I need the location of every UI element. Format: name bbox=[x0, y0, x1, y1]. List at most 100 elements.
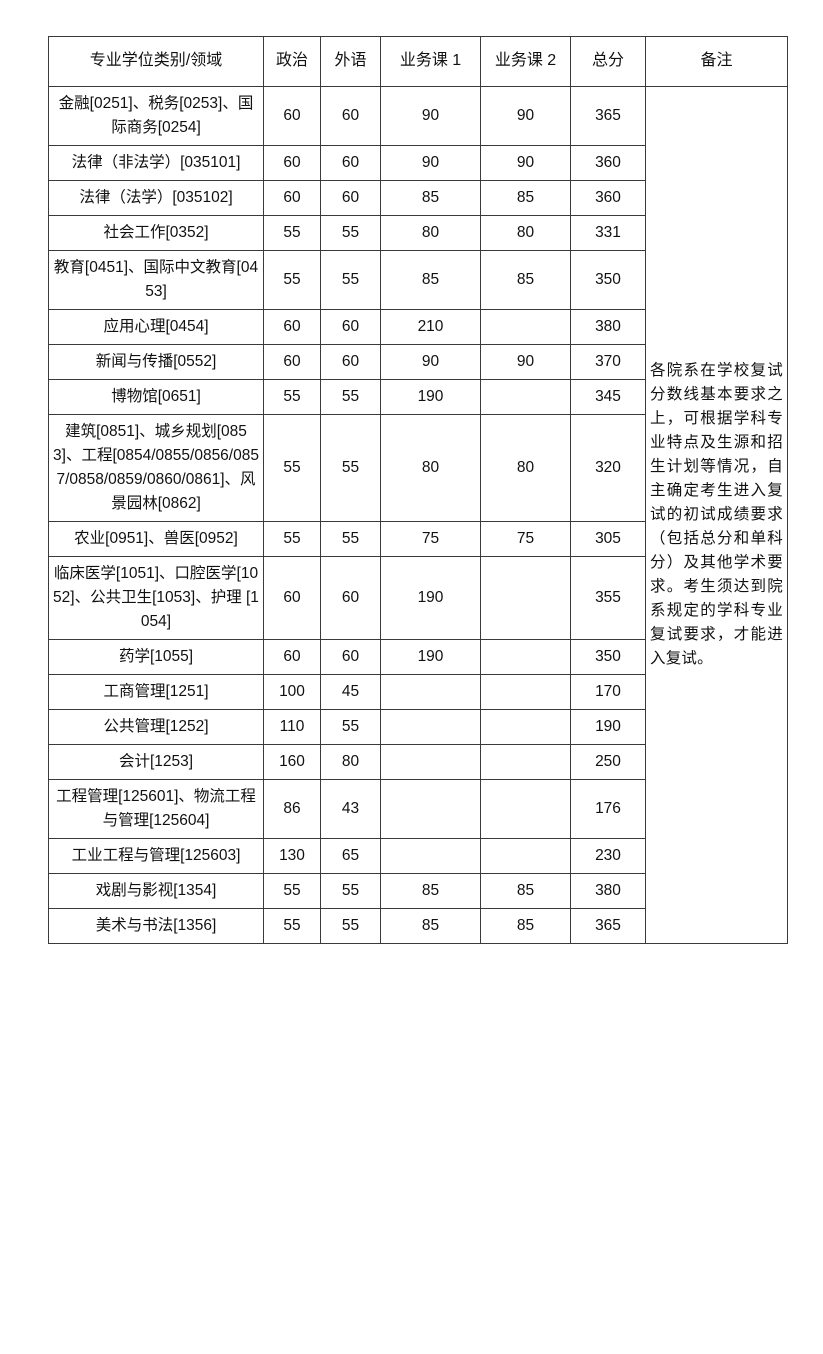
cell-politics: 55 bbox=[263, 214, 321, 251]
cell-prof2 bbox=[480, 556, 571, 641]
cell-prof2 bbox=[480, 308, 571, 345]
cell-major: 工业工程与管理[125603] bbox=[48, 838, 264, 875]
cell-major: 农业[0951]、兽医[0952] bbox=[48, 521, 264, 558]
cell-politics: 160 bbox=[263, 744, 321, 781]
cell-major: 建筑[0851]、城乡规划[0853]、工程[0854/0855/0856/08… bbox=[48, 413, 264, 523]
cell-total: 320 bbox=[570, 413, 646, 523]
column-header-total: 总分 bbox=[570, 36, 646, 87]
cell-prof2 bbox=[480, 779, 571, 840]
cell-foreign: 60 bbox=[320, 144, 381, 181]
cell-total: 250 bbox=[570, 744, 646, 781]
cell-total: 305 bbox=[570, 521, 646, 558]
cell-foreign: 60 bbox=[320, 639, 381, 676]
cell-prof2: 85 bbox=[480, 179, 571, 216]
cell-total: 230 bbox=[570, 838, 646, 875]
cell-foreign: 60 bbox=[320, 343, 381, 380]
cell-major: 戏剧与影视[1354] bbox=[48, 873, 264, 910]
cell-foreign: 43 bbox=[320, 779, 381, 840]
cell-prof1: 85 bbox=[380, 873, 481, 910]
cell-politics: 60 bbox=[263, 556, 321, 641]
table-row: 金融[0251]、税务[0253]、国际商务[0254] 60 60 90 90 365 各… bbox=[48, 85, 788, 945]
cell-major: 法律（非法学）[035101] bbox=[48, 144, 264, 181]
cell-prof1 bbox=[380, 674, 481, 711]
table-row: 工商管理[1251] 100 45 170 bbox=[48, 674, 788, 711]
table-row: 应用心理[0454] 60 60 210 380 bbox=[48, 308, 788, 345]
cell-prof2: 80 bbox=[480, 214, 571, 251]
cell-total: 170 bbox=[570, 674, 646, 711]
cell-prof1: 80 bbox=[380, 413, 481, 523]
table-row: 临床医学[1051]、口腔医学[1052]、公共卫生[1053]、护理 [105… bbox=[48, 556, 788, 641]
cell-prof1 bbox=[380, 744, 481, 781]
table-row: 教育[0451]、国际中文教育[0453] 55 55 85 85 350 bbox=[48, 249, 788, 310]
cell-total: 331 bbox=[570, 214, 646, 251]
remark-text: 各院系在学校复试分数线基本要求之上，可根据学科专业特点及生源和招生计划等情况，自… bbox=[650, 361, 783, 668]
cell-foreign: 55 bbox=[320, 249, 381, 310]
cell-major: 法律（法学）[035102] bbox=[48, 179, 264, 216]
cell-politics: 60 bbox=[263, 85, 321, 146]
cell-major: 临床医学[1051]、口腔医学[1052]、公共卫生[1053]、护理 [105… bbox=[48, 556, 264, 641]
cell-prof1: 80 bbox=[380, 214, 481, 251]
cell-foreign: 55 bbox=[320, 214, 381, 251]
cell-foreign: 45 bbox=[320, 674, 381, 711]
cell-politics: 55 bbox=[263, 873, 321, 910]
cell-prof1: 190 bbox=[380, 378, 481, 415]
admission-score-table: 专业学位类别/领域 政治 外语 业务课 1 业务课 2 总分 备注 金融[025… bbox=[48, 36, 788, 945]
cell-major: 药学[1055] bbox=[48, 639, 264, 676]
table-row: 新闻与传播[0552] 60 60 90 90 370 bbox=[48, 343, 788, 380]
cell-total: 365 bbox=[570, 908, 646, 945]
cell-politics: 110 bbox=[263, 709, 321, 746]
column-header-major: 专业学位类别/领域 bbox=[48, 36, 264, 87]
cell-foreign: 55 bbox=[320, 378, 381, 415]
cell-politics: 60 bbox=[263, 179, 321, 216]
column-header-politics: 政治 bbox=[263, 36, 321, 87]
table-row: 药学[1055] 60 60 190 350 bbox=[48, 639, 788, 676]
table-row: 戏剧与影视[1354] 55 55 85 85 380 bbox=[48, 873, 788, 910]
cell-foreign: 80 bbox=[320, 744, 381, 781]
cell-prof2: 80 bbox=[480, 413, 571, 523]
cell-politics: 60 bbox=[263, 144, 321, 181]
cell-foreign: 55 bbox=[320, 873, 381, 910]
cell-foreign: 60 bbox=[320, 179, 381, 216]
cell-politics: 100 bbox=[263, 674, 321, 711]
cell-prof2 bbox=[480, 744, 571, 781]
cell-major: 公共管理[1252] bbox=[48, 709, 264, 746]
table-row: 工程管理[125601]、物流工程与管理[125604] 86 43 176 bbox=[48, 779, 788, 840]
cell-politics: 60 bbox=[263, 343, 321, 380]
cell-prof2: 90 bbox=[480, 343, 571, 380]
cell-prof1: 85 bbox=[380, 179, 481, 216]
cell-politics: 130 bbox=[263, 838, 321, 875]
column-header-foreign: 外语 bbox=[320, 36, 381, 87]
cell-major: 教育[0451]、国际中文教育[0453] bbox=[48, 249, 264, 310]
cell-foreign: 60 bbox=[320, 556, 381, 641]
cell-prof2: 85 bbox=[480, 873, 571, 910]
cell-prof1 bbox=[380, 779, 481, 840]
cell-politics: 86 bbox=[263, 779, 321, 840]
cell-prof1: 90 bbox=[380, 144, 481, 181]
cell-prof2: 85 bbox=[480, 249, 571, 310]
table-header: 专业学位类别/领域 政治 外语 业务课 1 业务课 2 总分 备注 bbox=[48, 36, 788, 87]
cell-prof1: 75 bbox=[380, 521, 481, 558]
cell-major: 工程管理[125601]、物流工程与管理[125604] bbox=[48, 779, 264, 840]
cell-foreign: 55 bbox=[320, 908, 381, 945]
cell-total: 380 bbox=[570, 308, 646, 345]
cell-foreign: 65 bbox=[320, 838, 381, 875]
column-header-remark: 备注 bbox=[645, 36, 788, 87]
cell-prof2 bbox=[480, 838, 571, 875]
cell-prof2: 90 bbox=[480, 144, 571, 181]
table-row: 法律（非法学）[035101] 60 60 90 90 360 bbox=[48, 144, 788, 181]
cell-total: 360 bbox=[570, 179, 646, 216]
table-header-row: 专业学位类别/领域 政治 外语 业务课 1 业务课 2 总分 备注 bbox=[48, 36, 788, 87]
cell-politics: 55 bbox=[263, 378, 321, 415]
cell-politics: 60 bbox=[263, 639, 321, 676]
table-row: 会计[1253] 160 80 250 bbox=[48, 744, 788, 781]
cell-major: 美术与书法[1356] bbox=[48, 908, 264, 945]
cell-prof1: 90 bbox=[380, 85, 481, 146]
cell-total: 360 bbox=[570, 144, 646, 181]
cell-prof2 bbox=[480, 639, 571, 676]
cell-prof1: 190 bbox=[380, 639, 481, 676]
cell-total: 190 bbox=[570, 709, 646, 746]
cell-foreign: 60 bbox=[320, 308, 381, 345]
cell-prof1: 190 bbox=[380, 556, 481, 641]
cell-remark: 各院系在学校复试分数线基本要求之上，可根据学科专业特点及生源和招生计划等情况，自… bbox=[645, 85, 788, 945]
